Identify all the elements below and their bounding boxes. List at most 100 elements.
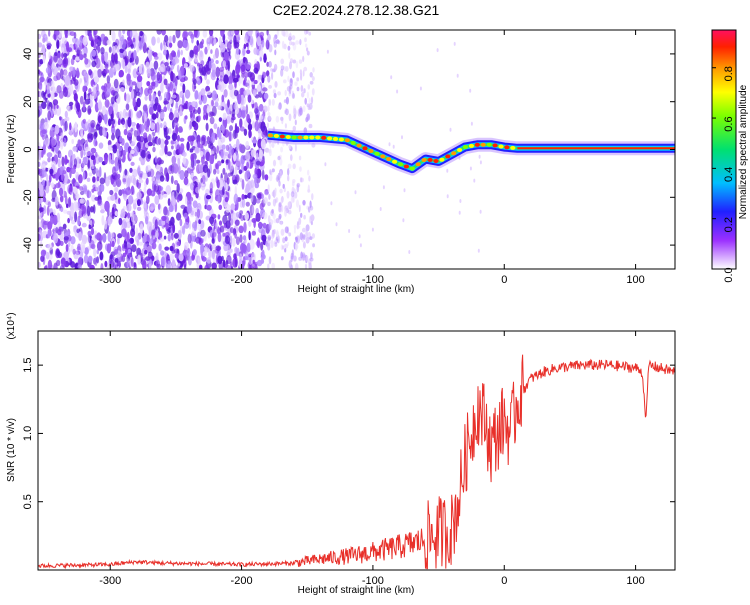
noise-speck: [213, 168, 217, 175]
noise-speck: [264, 191, 269, 196]
noise-speck: [232, 179, 238, 185]
noise-speck-faint: [283, 187, 286, 193]
noise-speck: [119, 48, 125, 54]
noise-speck: [99, 177, 105, 185]
noise-speck: [243, 43, 247, 50]
noise-speck: [187, 31, 193, 36]
noise-speck-faint: [302, 254, 306, 258]
spectrogram-y-tick-label: 20: [22, 96, 34, 108]
noise-speck: [85, 73, 90, 83]
noise-speck: [74, 121, 78, 133]
noise-speck: [243, 79, 246, 86]
noise-speck: [118, 217, 123, 226]
noise-speck-faint: [272, 213, 276, 220]
noise-speck: [50, 214, 54, 226]
noise-speck: [61, 156, 65, 167]
noise-speck-faint: [267, 75, 271, 83]
noise-speck-faint: [272, 159, 277, 167]
noise-speck: [239, 76, 244, 84]
noise-speck-faint: [270, 239, 274, 249]
colorbar-tick-label: 0.6: [723, 116, 735, 131]
noise-speck: [67, 242, 71, 247]
noise-speck: [237, 36, 241, 41]
noise-speck: [223, 74, 229, 85]
noise-speck: [248, 219, 252, 227]
noise-speck: [192, 249, 197, 256]
noise-speck: [138, 179, 144, 184]
noise-speck: [87, 150, 91, 156]
spectrogram-x-tick-label: -300: [99, 274, 121, 286]
noise-speck: [170, 62, 175, 70]
noise-speck-sparse: [446, 194, 449, 199]
noise-speck-sparse: [408, 250, 411, 254]
noise-speck-faint: [305, 230, 308, 238]
noise-speck: [39, 212, 42, 218]
noise-speck: [136, 199, 141, 207]
noise-speck: [259, 202, 264, 210]
noise-speck-faint: [303, 214, 306, 220]
noise-speck: [195, 236, 201, 244]
noise-speck: [248, 35, 254, 46]
noise-speck: [252, 173, 258, 180]
noise-speck: [126, 258, 129, 268]
noise-speck: [173, 180, 179, 185]
noise-speck: [155, 122, 160, 133]
noise-speck: [90, 227, 95, 236]
noise-speck-faint: [267, 263, 270, 269]
noise-speck-faint: [273, 229, 276, 235]
noise-speck: [235, 236, 240, 245]
noise-speck: [49, 168, 54, 175]
noise-speck: [65, 244, 69, 252]
noise-speck: [95, 57, 101, 69]
noise-speck-faint: [283, 66, 287, 72]
noise-speck: [120, 208, 126, 219]
noise-speck: [106, 243, 112, 254]
noise-speck: [68, 101, 74, 106]
noise-speck: [250, 149, 256, 157]
noise-speck-faint: [288, 232, 292, 237]
noise-speck-faint: [294, 243, 299, 250]
noise-speck: [229, 248, 233, 253]
noise-speck: [218, 117, 223, 122]
noise-speck: [137, 127, 141, 137]
noise-speck: [54, 124, 60, 135]
noise-speck: [261, 40, 265, 48]
noise-speck: [74, 181, 80, 187]
noise-speck: [193, 30, 198, 38]
noise-speck: [262, 211, 268, 220]
noise-speck: [201, 38, 205, 45]
noise-speck: [91, 49, 97, 57]
snr-frame: [37, 330, 676, 571]
noise-speck: [97, 185, 102, 196]
noise-speck: [259, 115, 264, 120]
noise-speck: [160, 250, 165, 256]
noise-speck: [244, 35, 248, 44]
noise-speck: [161, 30, 166, 36]
noise-speck-faint: [275, 229, 279, 238]
noise-speck: [84, 58, 89, 65]
noise-speck: [174, 109, 177, 118]
noise-speck: [127, 129, 133, 137]
noise-speck: [154, 230, 159, 239]
noise-speck: [101, 53, 105, 64]
noise-speck: [78, 210, 83, 218]
noise-speck: [201, 136, 206, 146]
noise-speck-sparse: [479, 209, 482, 214]
noise-speck: [218, 131, 222, 140]
noise-speck: [259, 149, 263, 159]
carrier-peak: [421, 158, 427, 162]
noise-speck-faint: [278, 215, 281, 221]
noise-speck: [88, 88, 92, 94]
noise-speck-faint: [292, 125, 296, 132]
noise-speck: [95, 123, 101, 131]
noise-speck: [154, 155, 158, 163]
noise-speck: [150, 122, 155, 131]
noise-speck: [57, 228, 62, 236]
noise-speck-faint: [296, 86, 300, 92]
snr-y-tick-label: 1.0: [22, 426, 34, 441]
noise-speck: [217, 84, 222, 91]
noise-speck: [152, 136, 156, 147]
noise-speck-faint: [299, 107, 303, 116]
noise-speck: [233, 103, 238, 110]
noise-speck: [147, 154, 152, 159]
